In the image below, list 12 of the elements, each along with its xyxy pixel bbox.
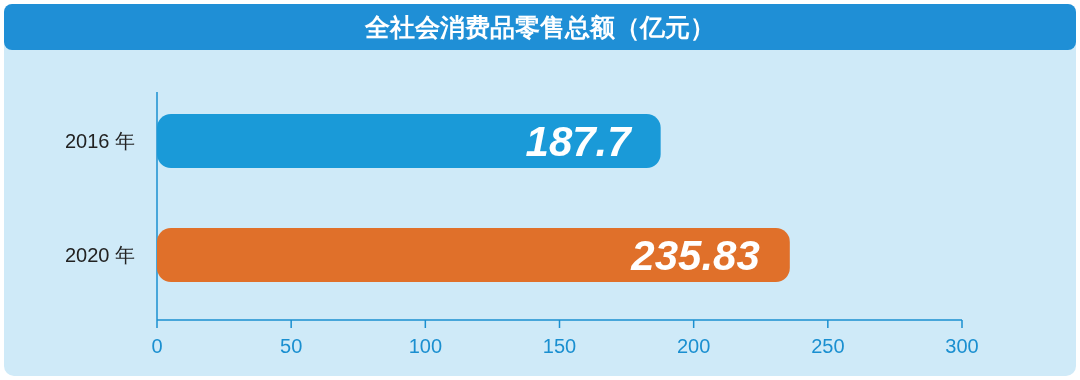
x-tick-label: 200	[676, 335, 711, 357]
x-tick-label: 100	[408, 335, 443, 357]
x-tick-label: 250	[811, 335, 845, 357]
x-tick-label: 0	[151, 335, 163, 357]
x-tick-label: 300	[945, 335, 979, 357]
y-tick-label: 2020 年	[64, 244, 135, 266]
x-tick-label: 50	[280, 335, 303, 357]
data-label: 187.7	[525, 118, 633, 165]
y-tick-label: 2016 年	[64, 130, 135, 152]
data-label: 235.83	[630, 232, 760, 279]
x-tick-label: 150	[542, 335, 577, 357]
chart-title: 全社会消费品零售总额（亿元）	[364, 13, 715, 41]
